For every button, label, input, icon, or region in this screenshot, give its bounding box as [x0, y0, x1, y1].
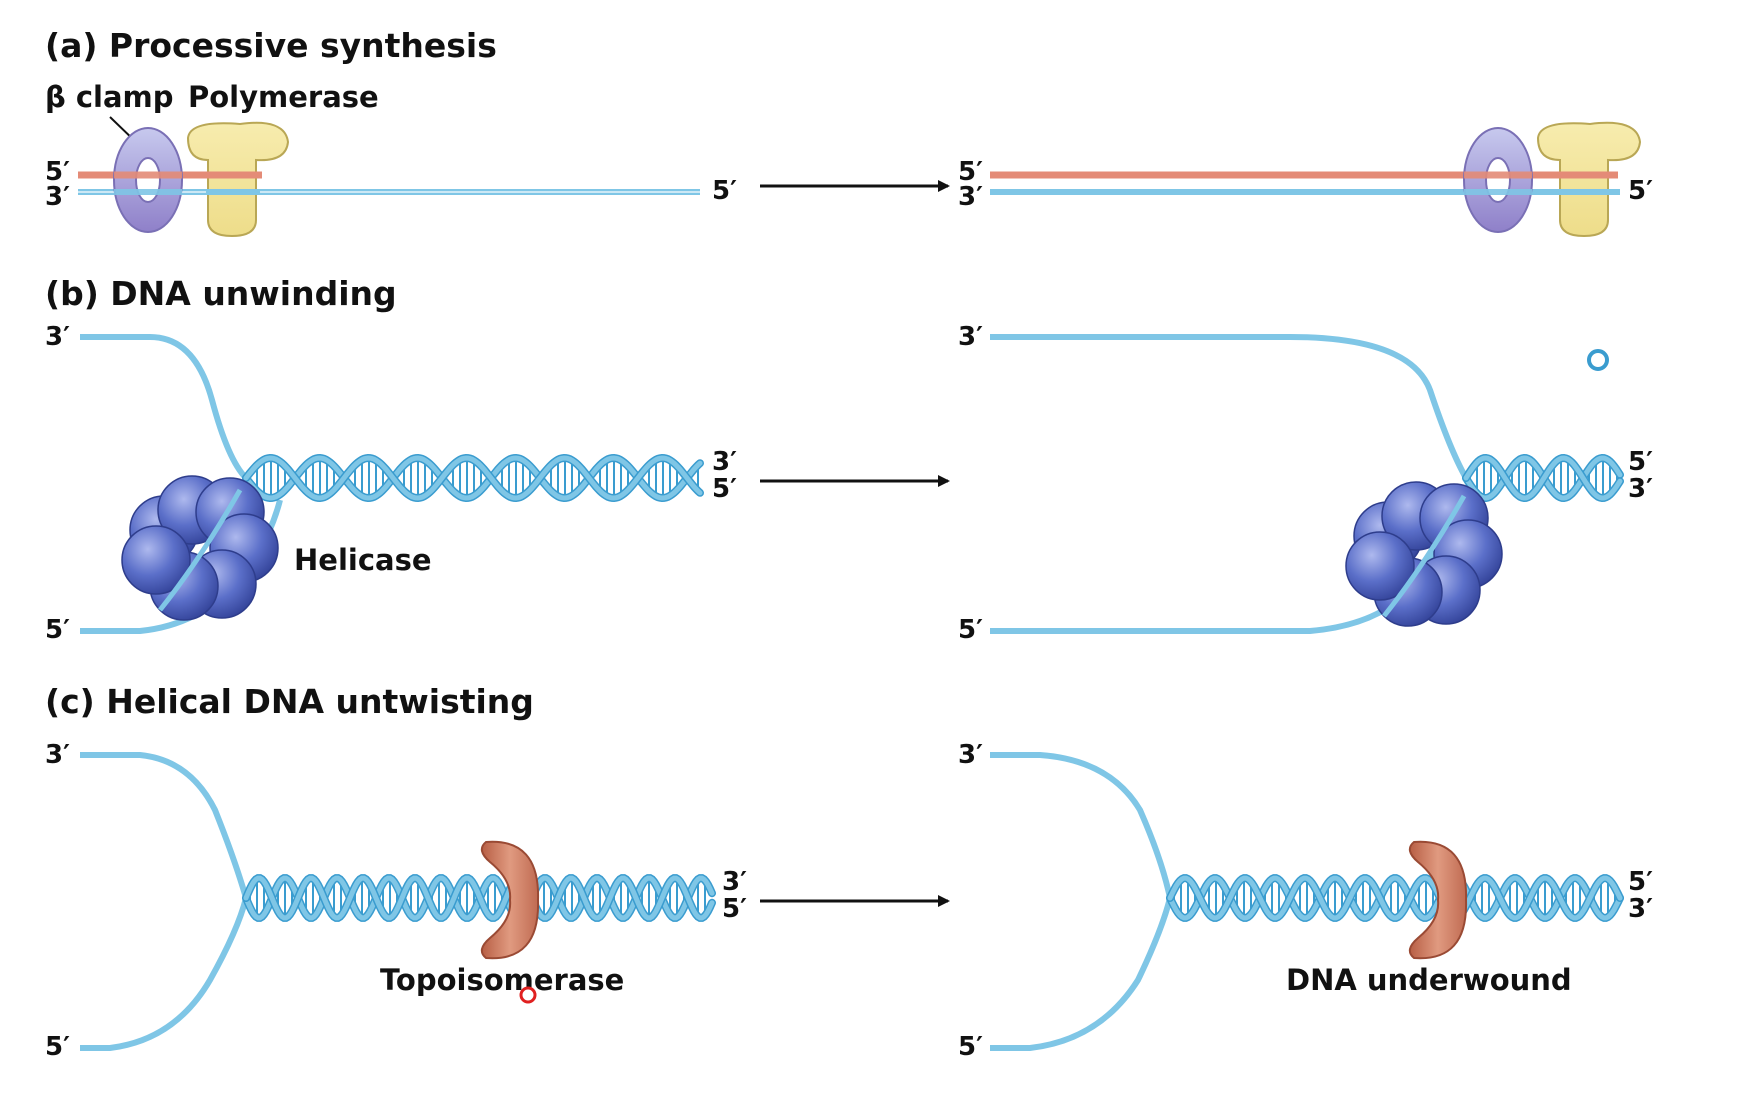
- helix-strand-1: [1167, 875, 1623, 921]
- topoisomerase-body: [480, 840, 540, 960]
- c-right-duplex-3prime: 3′: [1628, 894, 1653, 924]
- topoisomerase: [1408, 840, 1468, 960]
- single-strand-upper: [80, 752, 249, 899]
- panel-b: (b) DNA unwinding Helicase 3′ 5′ 3′ 5′ 3…: [45, 274, 1653, 645]
- helix-strand-1: [243, 455, 703, 501]
- panel-a-title: (a) Processive synthesis: [45, 26, 497, 65]
- panel-c-title: (c) Helical DNA untwisting: [45, 682, 534, 721]
- c-right-duplex-5prime: 5′: [1628, 867, 1653, 897]
- a-left-bottom-3prime: 3′: [45, 182, 70, 212]
- c-left-lower-5prime: 5′: [45, 1032, 70, 1062]
- beta-clamp: [1463, 127, 1533, 233]
- helix-strand-2: [1463, 455, 1623, 501]
- beta-clamp-label: β clamp: [45, 80, 174, 114]
- a-left-right-5prime: 5′: [712, 176, 737, 206]
- threaded-strand: [158, 488, 243, 612]
- a-right-top-5prime: 5′: [958, 157, 983, 187]
- helicase-label: Helicase: [294, 543, 432, 577]
- b-left-upper-3prime: 3′: [45, 322, 70, 352]
- single-strand-lower: [80, 897, 249, 1051]
- b-left-duplex-3prime: 3′: [712, 447, 737, 477]
- helix-duplex: [1166, 874, 1624, 922]
- topoisomerase-body: [1408, 840, 1468, 960]
- single-strand-lower: [990, 897, 1173, 1051]
- a-left-top-5prime: 5′: [45, 157, 70, 187]
- helix-duplex: [242, 453, 704, 503]
- helix-duplex: [1462, 453, 1624, 503]
- c-left-upper-3prime: 3′: [45, 740, 70, 770]
- single-strand-upper: [80, 334, 249, 481]
- polymerase: [186, 121, 290, 238]
- polymerase: [1536, 121, 1642, 238]
- cursor-dot: [519, 986, 537, 1004]
- panel-b-title: (b) DNA unwinding: [45, 274, 397, 313]
- topoisomerase: [480, 840, 540, 960]
- c-right-lower-5prime: 5′: [958, 1032, 983, 1062]
- helicase: [1345, 481, 1503, 627]
- polymerase-label: Polymerase: [188, 80, 379, 114]
- beta-clamp: [113, 127, 183, 233]
- helicase-subunit: [1345, 531, 1415, 601]
- a-right-right-5prime: 5′: [1628, 176, 1653, 206]
- dna-underwound-label: DNA underwound: [1286, 963, 1572, 997]
- helicase: [121, 475, 279, 621]
- single-strand-upper: [990, 334, 1469, 480]
- b-right-upper-3prime: 3′: [958, 322, 983, 352]
- a-right-bottom-3prime: 3′: [958, 182, 983, 212]
- helix-strand-2: [1167, 875, 1623, 921]
- helix-strand-2: [243, 455, 703, 501]
- helicase-subunit: [121, 525, 191, 595]
- c-left-duplex-5prime: 5′: [722, 894, 747, 924]
- helix-strand-2: [243, 875, 715, 921]
- cursor-ring: [1587, 349, 1609, 371]
- b-right-duplex-3prime: 3′: [1628, 474, 1653, 504]
- threaded-strand: [1382, 494, 1467, 618]
- c-right-upper-3prime: 3′: [958, 740, 983, 770]
- b-right-duplex-5prime: 5′: [1628, 447, 1653, 477]
- b-left-duplex-5prime: 5′: [712, 474, 737, 504]
- c-left-duplex-3prime: 3′: [722, 867, 747, 897]
- panel-a: (a) Processive synthesis β clamp Polymer…: [45, 26, 1653, 238]
- single-strand-upper: [990, 752, 1173, 899]
- topoisomerase-label: Topoisomerase: [380, 963, 624, 997]
- helix-duplex: [242, 874, 716, 922]
- b-left-lower-5prime: 5′: [45, 615, 70, 645]
- panel-c: (c) Helical DNA untwisting Topoisomerase…: [45, 682, 1653, 1062]
- b-right-lower-5prime: 5′: [958, 615, 983, 645]
